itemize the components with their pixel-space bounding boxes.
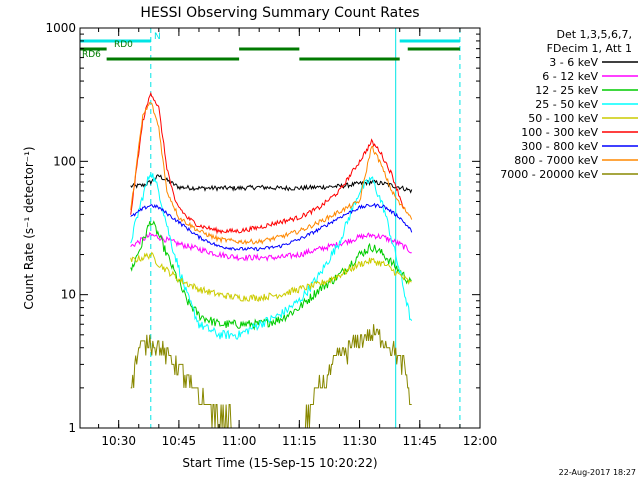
legend-label: 300 - 800 keV <box>521 140 598 153</box>
y-tick-label: 1 <box>68 421 76 435</box>
legend-header: Det 1,3,5,6,7, <box>556 28 632 41</box>
flag-label: RD6 <box>82 50 101 60</box>
x-tick-label: 11:00 <box>222 434 257 448</box>
legend-label: 12 - 25 keV <box>535 84 598 97</box>
footer-timestamp: 22-Aug-2017 18:27 <box>559 468 636 477</box>
legend-label: 100 - 300 keV <box>521 126 598 139</box>
x-tick-label: 10:30 <box>101 434 136 448</box>
legend: Det 1,3,5,6,7,FDecim 1, Att 13 - 6 keV6 … <box>500 28 638 181</box>
flag-label: RD0 <box>114 40 133 50</box>
series-line <box>130 231 412 262</box>
series-line <box>130 172 413 341</box>
x-axis-label: Start Time (15-Sep-15 10:20:22) <box>182 456 377 470</box>
x-tick-label: 11:15 <box>282 434 317 448</box>
legend-label: 25 - 50 keV <box>535 98 598 111</box>
series-line <box>130 324 412 429</box>
y-tick-label: 100 <box>53 154 76 168</box>
series-line <box>130 202 413 252</box>
flag-label: N <box>154 32 161 42</box>
x-tick-label: 11:30 <box>342 434 377 448</box>
series-line <box>130 101 413 246</box>
chart-title: HESSI Observing Summary Count Rates <box>140 5 419 21</box>
series-line <box>130 251 412 303</box>
legend-label: 7000 - 20000 keV <box>500 168 598 181</box>
series-line <box>130 91 405 235</box>
legend-label: 800 - 7000 keV <box>514 154 598 167</box>
x-tick-label: 11:45 <box>402 434 437 448</box>
y-axis-label: Count Rate (s⁻¹ detector⁻¹) <box>22 146 36 309</box>
legend-header: FDecim 1, Att 1 <box>547 42 632 55</box>
legend-label: 3 - 6 keV <box>549 56 598 69</box>
x-tick-label: 10:45 <box>162 434 197 448</box>
y-tick-label: 10 <box>61 288 76 302</box>
x-tick-label: 12:00 <box>463 434 498 448</box>
legend-label: 50 - 100 keV <box>528 112 598 125</box>
plot-frame <box>79 27 481 429</box>
legend-label: 6 - 12 keV <box>542 70 598 83</box>
y-tick-label: 1000 <box>45 21 76 35</box>
